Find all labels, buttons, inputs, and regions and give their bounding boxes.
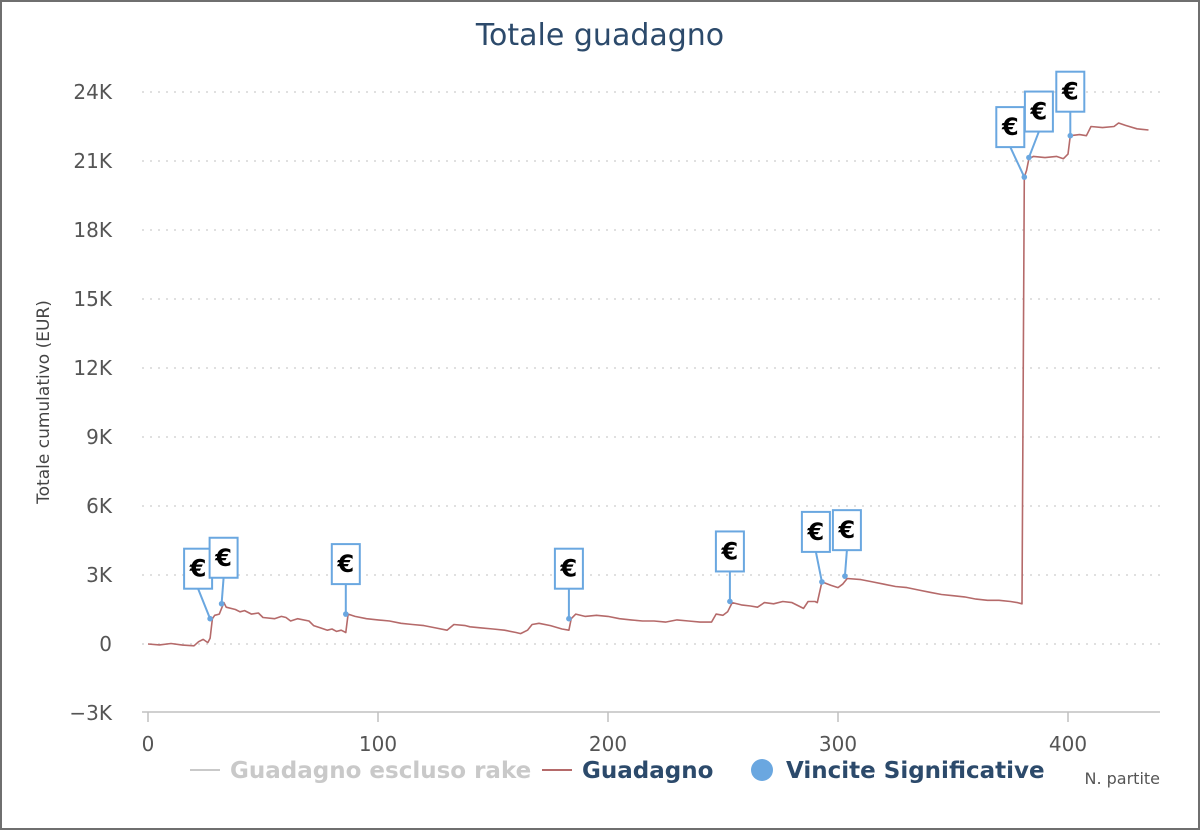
- flag-box: [714, 530, 745, 573]
- vincita-flag[interactable]: €: [208, 536, 239, 607]
- x-tick-label: 300: [819, 732, 857, 756]
- flag-point: [1021, 174, 1028, 180]
- legend: Guadagno escluso rake Guadagno Vincite Sig…: [190, 758, 1045, 784]
- flag-box: [831, 509, 862, 552]
- legend-item[interactable]: Guadagno: [542, 758, 713, 784]
- flag-label: €: [189, 555, 207, 583]
- flag-box: [1055, 70, 1086, 113]
- y-tick-label: 18K: [73, 218, 112, 242]
- y-tick-label: 21K: [73, 149, 112, 173]
- flag-label: €: [1001, 113, 1019, 141]
- flag-box: [800, 510, 831, 553]
- flag-label: €: [721, 537, 739, 565]
- legend-item[interactable]: Vincite Significative: [751, 758, 1045, 784]
- flag-box: [553, 547, 584, 590]
- flag-box: [208, 536, 239, 579]
- x-tick-label: 400: [1049, 732, 1087, 756]
- flag-point: [842, 573, 848, 579]
- flag-connector: [814, 551, 823, 583]
- flag-point: [1026, 154, 1032, 161]
- flag-point: [819, 579, 825, 585]
- y-tick-label: 9K: [86, 425, 113, 449]
- flag-connector: [1009, 146, 1026, 178]
- flag-connector: [220, 577, 225, 604]
- chart-title: Totale guadagno: [475, 18, 724, 53]
- flag-point: [1067, 132, 1074, 139]
- y-tick-label: 6K: [86, 494, 113, 518]
- y-tick-label: 12K: [73, 356, 112, 380]
- y-tick-label: 15K: [73, 287, 112, 311]
- vincita-flag[interactable]: €: [714, 530, 745, 605]
- x-tick-label: 200: [589, 732, 627, 756]
- legend-item[interactable]: Guadagno escluso rake: [190, 758, 531, 784]
- series: [147, 122, 1149, 647]
- y-tick-label: −3K: [69, 701, 112, 725]
- legend-label: Guadagno: [582, 758, 713, 784]
- flag-point: [343, 611, 349, 617]
- flag-box: [995, 106, 1026, 149]
- vincita-flag[interactable]: €: [1055, 70, 1086, 139]
- series-line-guadagno: [147, 122, 1149, 647]
- y-axis-label: Totale cumulativo (EUR): [34, 300, 54, 505]
- y-tick-label: 24K: [73, 80, 112, 104]
- y-tick-label: 3K: [86, 563, 113, 587]
- flag-point: [207, 615, 213, 622]
- flag-label: €: [1061, 78, 1079, 106]
- flag-label: €: [838, 516, 856, 544]
- axes: −3K 0 3K 6K 9K 12K 15K 18K 21K 24K 0 100 200 300 400: [69, 80, 1160, 756]
- flag-label: €: [1030, 98, 1048, 126]
- x-axis-label: N. partite: [1084, 769, 1160, 788]
- x-tick-label: 0: [142, 732, 155, 756]
- annotations: € € € €€€ €€€€: [183, 70, 1086, 622]
- legend-label: Guadagno escluso rake: [230, 758, 531, 784]
- vincita-flag[interactable]: €: [330, 543, 361, 617]
- flag-box: [330, 543, 361, 586]
- flag-point: [566, 615, 572, 622]
- vincita-flag[interactable]: €: [800, 510, 831, 585]
- vincita-flag[interactable]: €: [183, 547, 214, 622]
- vincita-flag[interactable]: €: [995, 106, 1028, 180]
- flag-label: €: [214, 544, 232, 572]
- flag-connector: [843, 550, 848, 577]
- flag-box: [183, 547, 214, 590]
- legend-label: Vincite Significative: [786, 758, 1045, 784]
- flag-label: €: [807, 518, 825, 546]
- flag-label: €: [336, 550, 354, 578]
- flag-connector: [1027, 131, 1040, 158]
- x-tick-label: 100: [359, 732, 397, 756]
- vincita-flag[interactable]: €: [1023, 90, 1054, 161]
- flag-box: [1023, 90, 1054, 133]
- y-tick-label: 0: [99, 632, 112, 656]
- legend-symbol: [751, 759, 773, 781]
- flag-point: [727, 598, 733, 605]
- vincita-flag[interactable]: €: [831, 509, 862, 579]
- grid: [142, 91, 1160, 645]
- vincita-flag[interactable]: €: [553, 547, 584, 622]
- flag-point: [218, 600, 225, 607]
- flag-connector: [197, 588, 212, 620]
- flag-label: €: [560, 555, 578, 583]
